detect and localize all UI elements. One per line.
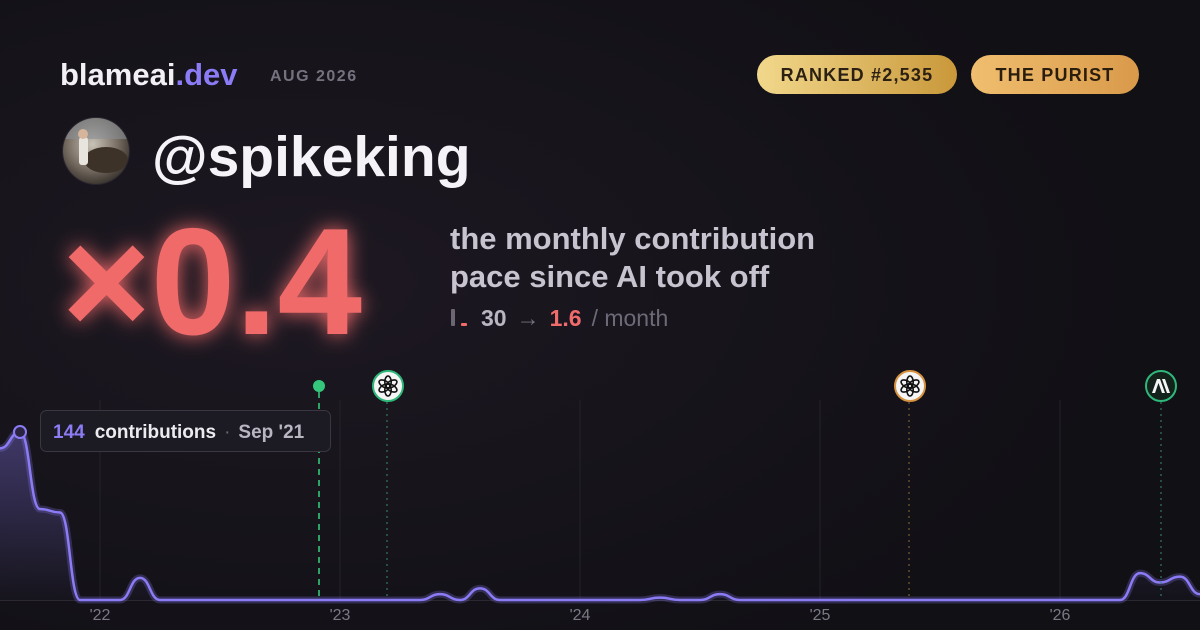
pace-before: 30 (481, 305, 507, 331)
line (0, 430, 1200, 602)
brand-tld: .dev (175, 57, 238, 92)
openai-icon (894, 370, 926, 402)
tooltip-label: contributions (95, 422, 216, 443)
pace-line: 30 → 1.6 / month (481, 305, 668, 331)
title-badge-text: THE PURIST (995, 65, 1114, 85)
event-markers (313, 370, 1177, 600)
highlight-point (13, 425, 27, 439)
caption-line: the monthly contribution (450, 221, 815, 256)
openai-icon (372, 370, 404, 402)
x-tick-label: '23 (330, 607, 351, 624)
brand: blameai.dev (60, 57, 238, 92)
avatar (62, 117, 130, 185)
period: AUG 2026 (270, 68, 358, 85)
tooltip: 144 contributions · Sep '21 (40, 410, 331, 452)
x-tick-label: '24 (570, 607, 591, 624)
multiplier: ×0.4 (62, 197, 362, 367)
title-badge (971, 55, 1139, 94)
x-tick-label: '26 (1050, 607, 1071, 624)
handle: @spikeking (152, 125, 471, 189)
caption-line: pace since AI took off (450, 259, 770, 294)
tooltip-separator: · (224, 422, 230, 443)
brand-name: blameai (60, 57, 175, 92)
tooltip-date: Sep '21 (238, 422, 304, 443)
pace-after: 1.6 (550, 305, 582, 331)
pace-unit: / month (592, 305, 669, 331)
chart: '22 '23 '24 '25 '26 (0, 400, 1200, 624)
pace-arrow: → (517, 305, 540, 331)
tooltip-box (40, 410, 331, 452)
tooltip-value: 144 (53, 422, 85, 443)
x-tick-label: '25 (810, 607, 831, 624)
anthropic-icon (1145, 370, 1177, 402)
x-tick-label: '22 (90, 607, 111, 624)
mini-bars-icon (451, 309, 467, 326)
tooltip-text: 144 contributions · Sep '21 (53, 422, 305, 443)
rank-badge (757, 55, 957, 94)
rank-badge-text: RANKED #2,535 (781, 65, 934, 85)
event-dot (313, 380, 325, 392)
